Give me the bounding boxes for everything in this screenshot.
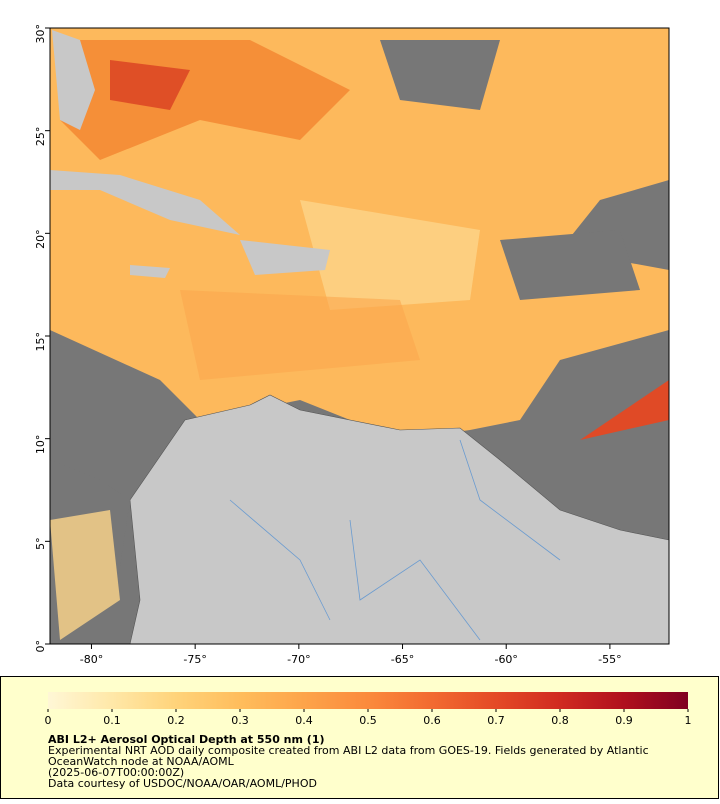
jamaica (130, 265, 170, 278)
aerosol-plume (580, 380, 669, 440)
caption-title: ABI L2+ Aerosol Optical Depth at 550 nm … (48, 733, 325, 746)
y-tick-label: 15° (34, 332, 47, 352)
colorbar-tick-label: 1 (685, 714, 692, 727)
no-data (380, 40, 500, 110)
x-tick-label: -65° (391, 653, 414, 666)
aerosol-mid (180, 290, 420, 380)
caption-line: Experimental NRT AOD daily composite cre… (48, 744, 649, 757)
caption-line: Data courtesy of USDOC/NOAA/OAR/AOML/PHO… (48, 777, 317, 790)
colorbar: 0 0.1 0.2 0.3 0.4 0.5 0.6 0.7 0.8 0.9 1 (45, 692, 692, 727)
y-tick-label: 20° (34, 229, 47, 249)
florida (52, 30, 95, 130)
no-data (500, 230, 640, 300)
hispaniola (240, 240, 330, 275)
colorbar-tick-label: 0.9 (615, 714, 633, 727)
y-tick-label: 25° (34, 127, 47, 147)
x-tick-label: -70° (287, 653, 310, 666)
aerosol-peak (110, 60, 190, 110)
map (50, 28, 669, 644)
cuba (50, 170, 240, 235)
aerosol-low (300, 200, 480, 310)
aerosol-pacific (50, 510, 120, 640)
colorbar-scale (48, 692, 688, 709)
colorbar-tick-label: 0.5 (359, 714, 377, 727)
colorbar-tick-label: 0 (45, 714, 52, 727)
y-tick-label: 10° (34, 435, 47, 455)
caption-line: OceanWatch node at NOAA/AOML (48, 755, 235, 768)
colorbar-tick-label: 0.1 (103, 714, 121, 727)
south-america (129, 394, 669, 644)
colorbar-tick-label: 0.6 (423, 714, 441, 727)
y-tick-label: 0° (34, 640, 47, 653)
x-tick-label: -55° (598, 653, 621, 666)
colorbar-tick-label: 0.8 (551, 714, 569, 727)
x-tick-label: -60° (494, 653, 517, 666)
colorbar-tick-label: 0.4 (295, 714, 313, 727)
colorbar-tick-label: 0.3 (231, 714, 249, 727)
rivers (229, 439, 561, 641)
y-tick-label: 30° (34, 24, 47, 44)
axes: -80° -75° -70° -65° -60° -55° 0° 5° 10° 15° 20° 25°… (34, 24, 622, 666)
y-tick-label: 5° (34, 537, 47, 550)
x-tick-label: -80° (80, 653, 103, 666)
caption-line: (2025-06-07T00:00:00Z) (48, 766, 184, 779)
x-tick-label: -75° (183, 653, 206, 666)
colorbar-tick-label: 0.2 (167, 714, 185, 727)
colorbar-tick-label: 0.7 (487, 714, 505, 727)
